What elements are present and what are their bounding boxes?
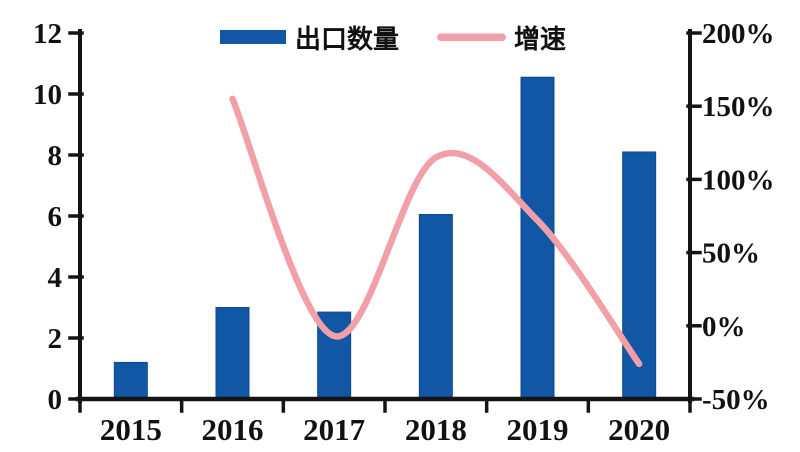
left-axis-tick-label: 8	[48, 140, 63, 172]
bar-2020	[622, 151, 657, 400]
x-axis-label: 2019	[507, 412, 569, 447]
legend-line-label: 增速	[514, 24, 566, 54]
growth-line	[229, 95, 643, 368]
right-axis-tick-label: 50%	[702, 238, 760, 270]
legend-line-swatch	[437, 33, 506, 41]
x-axis-label: 2015	[100, 412, 162, 447]
x-axis-label: 2016	[202, 412, 264, 447]
right-axis-tick-label: 150%	[702, 91, 775, 123]
left-axis-tick-label: 10	[33, 79, 62, 111]
bars-group	[113, 76, 657, 400]
x-axis-label: 2020	[608, 412, 670, 447]
right-axis-tick-label: -50%	[702, 384, 770, 416]
bar-2015	[113, 361, 148, 400]
legend: 出口数量 增速	[220, 24, 566, 54]
left-axis-tick-label: 2	[48, 323, 63, 355]
left-axis-tick-label: 0	[48, 384, 63, 416]
legend-bar-swatch	[220, 30, 286, 44]
right-axis-tick-label: 100%	[702, 164, 775, 196]
bar-2016	[215, 307, 250, 400]
left-axis-tick-label: 12	[33, 18, 62, 50]
right-axis-tick-label: 0%	[702, 311, 746, 343]
x-axis-label: 2017	[303, 412, 365, 447]
left-axis-tick-label: 4	[48, 262, 63, 294]
x-axis-label: 2018	[405, 412, 467, 447]
right-axis-tick-label: 200%	[702, 18, 775, 50]
left-axis-tick-label: 6	[48, 201, 63, 233]
bar-2019	[520, 76, 555, 400]
legend-bar-label: 出口数量	[295, 25, 399, 54]
axes-group	[68, 29, 702, 413]
bar-2018	[418, 213, 453, 400]
